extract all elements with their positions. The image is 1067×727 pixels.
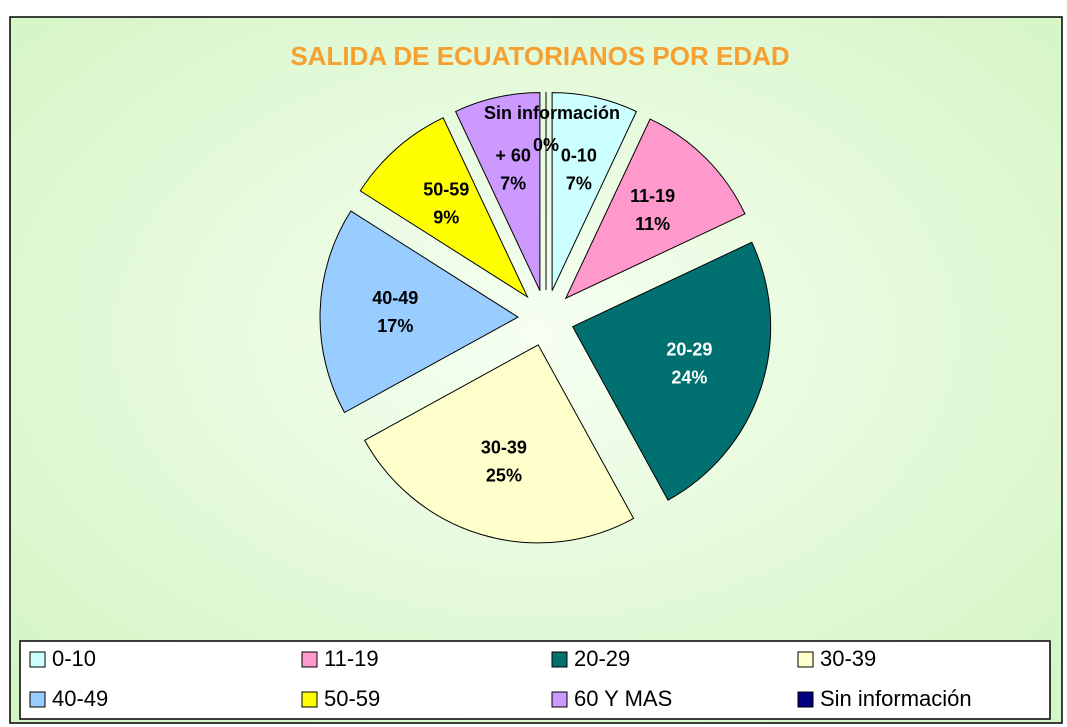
pie-slice (564, 118, 746, 300)
legend-swatch (301, 691, 318, 708)
chart-title: SALIDA DE ECUATORIANOS POR EDAD (290, 41, 789, 71)
legend-label: 30-39 (820, 646, 876, 671)
slice-value-label: 17% (377, 316, 413, 336)
slice-value-label: 9% (433, 208, 459, 228)
slice-value-label: 7% (566, 174, 592, 194)
legend-label: 0-10 (52, 646, 96, 671)
slice-value-label: 25% (486, 466, 522, 486)
legend-swatch (29, 651, 46, 668)
slice-label: 20-29 (666, 339, 712, 359)
legend-swatch (551, 651, 568, 668)
legend-swatch (797, 691, 814, 708)
legend-label: 20-29 (574, 646, 630, 671)
pie-slice (571, 241, 772, 501)
slice-value-label: 7% (500, 174, 526, 194)
pie-slice (359, 117, 529, 299)
pie-slice (364, 344, 635, 544)
legend-label: 50-59 (324, 686, 380, 711)
legend-label: Sin información (820, 686, 972, 711)
legend-swatch (797, 651, 814, 668)
slice-value-label: 24% (671, 367, 707, 387)
slice-label: 50-59 (423, 180, 469, 200)
slice-label: + 60 (495, 146, 531, 166)
legend-box (19, 640, 1051, 720)
slice-label: 30-39 (481, 438, 527, 458)
slice-value-label: 0% (533, 135, 559, 155)
pie-slice (551, 92, 638, 291)
legend-label: 40-49 (52, 686, 108, 711)
legend-swatch (551, 691, 568, 708)
slice-label: 0-10 (561, 146, 597, 166)
pie-slice (454, 92, 541, 291)
legend-swatch (29, 691, 46, 708)
slice-label: 11-19 (630, 186, 675, 206)
legend-swatch (301, 651, 318, 668)
legend-label: 11-19 (324, 646, 379, 671)
slice-label: 40-49 (372, 288, 418, 308)
slice-value-label: 11% (635, 214, 670, 234)
legend-label: 60 Y MAS (574, 686, 672, 711)
slice-label: Sin información (484, 103, 620, 123)
pie-slice (319, 210, 519, 414)
